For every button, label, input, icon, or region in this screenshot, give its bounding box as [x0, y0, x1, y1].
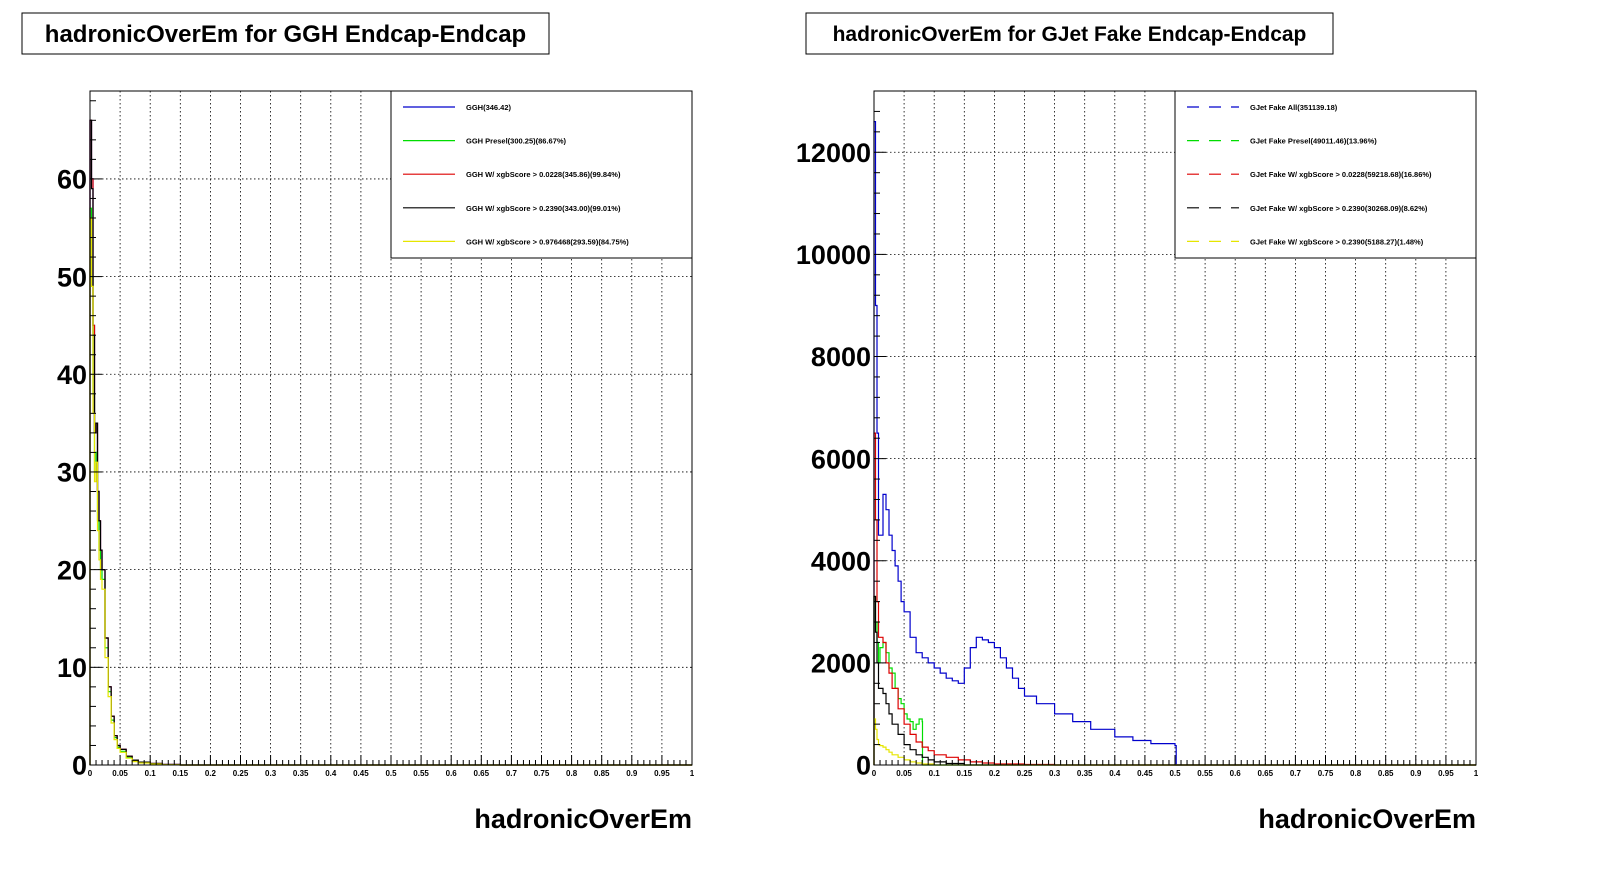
- x-tick-label: 0: [872, 769, 877, 778]
- legend-label-1: GJet Fake All(351139.18): [1250, 103, 1338, 112]
- series-line-1: [873, 121, 1476, 766]
- x-tick-label: 0.45: [353, 769, 369, 778]
- x-tick-label: 0.4: [1109, 769, 1121, 778]
- legend-label-4: GGH W/ xgbScore > 0.2390(343.00)(99.01%): [466, 204, 621, 213]
- legend-label-1: GGH(346.42): [466, 103, 512, 112]
- x-tick-label: 0.55: [413, 769, 429, 778]
- x-axis: 0 0.05 0.1 0.15 0.2 0.25 0.3 0.35 0.4 0.45 0.5 0.55…: [872, 755, 1479, 778]
- x-tick-label: 0.8: [566, 769, 578, 778]
- x-tick-label: 0.85: [594, 769, 610, 778]
- x-tick-label: 0.95: [1438, 769, 1454, 778]
- title-box: [805, 12, 1334, 55]
- x-tick-label: 0.7: [506, 769, 518, 778]
- y-tick-label: 30: [57, 458, 87, 488]
- x-tick-label: 0.85: [1378, 769, 1394, 778]
- x-tick-label: 0.45: [1137, 769, 1153, 778]
- y-tick-label: 60: [57, 165, 87, 195]
- legend-label-5: GJet Fake W/ xgbScore > 0.2390(5188.27)(…: [1250, 237, 1424, 246]
- x-axis-title: hadronicOverEm: [474, 804, 692, 834]
- x-tick-label: 0.4: [325, 769, 337, 778]
- x-axis: 0 0.05 0.1 0.15 0.2 0.25 0.3 0.35 0.4 0.45 0.5 0.55…: [88, 755, 695, 778]
- x-tick-label: 0.75: [534, 769, 550, 778]
- y-axis: 0 10 20 30 40 50 60: [57, 100, 102, 781]
- x-tick-label: 0.15: [173, 769, 189, 778]
- x-tick-label: 0.65: [1258, 769, 1274, 778]
- chart-panel-1: hadronicOverEm for GGH Endcap-Endcap 0 0.0…: [21, 12, 695, 834]
- x-tick-label: 0: [88, 769, 93, 778]
- x-tick-label: 0.9: [1410, 769, 1422, 778]
- legend: GJet Fake All(351139.18) GJet Fake Presel…: [1174, 90, 1477, 259]
- y-tick-label: 10: [57, 653, 87, 683]
- x-axis-title: hadronicOverEm: [1258, 804, 1476, 834]
- x-tick-label: 0.05: [896, 769, 912, 778]
- y-tick-label: 8000: [811, 342, 871, 372]
- x-tick-label: 0.1: [145, 769, 157, 778]
- chart-title: hadronicOverEm for GGH Endcap-Endcap: [45, 21, 526, 48]
- legend-label-4: GJet Fake W/ xgbScore > 0.2390(30268.09)…: [1250, 204, 1428, 213]
- legend-box: [1174, 90, 1477, 259]
- x-tick-label: 0.6: [1230, 769, 1242, 778]
- x-tick-label: 0.35: [1077, 769, 1093, 778]
- x-tick-label: 0.05: [112, 769, 128, 778]
- y-tick-label: 4000: [811, 546, 871, 576]
- legend-label-3: GJet Fake W/ xgbScore > 0.0228(59218.68)…: [1250, 170, 1432, 179]
- x-tick-label: 0.6: [446, 769, 458, 778]
- x-tick-label: 0.95: [654, 769, 670, 778]
- y-tick-label: 0: [856, 751, 871, 781]
- y-axis: 0 2000 4000 6000 8000 10000 12000: [796, 90, 886, 781]
- x-tick-label: 0.3: [1049, 769, 1061, 778]
- y-tick-label: 0: [72, 751, 87, 781]
- x-tick-label: 0.3: [265, 769, 277, 778]
- x-tick-label: 1: [690, 769, 695, 778]
- x-tick-label: 0.25: [233, 769, 249, 778]
- x-tick-label: 0.15: [957, 769, 973, 778]
- legend-label-5: GGH W/ xgbScore > 0.976468(293.59)(84.75…: [466, 237, 629, 246]
- y-tick-label: 2000: [811, 649, 871, 679]
- x-tick-label: 1: [1474, 769, 1479, 778]
- x-tick-label: 0.9: [626, 769, 638, 778]
- chart-title: hadronicOverEm for GJet Fake Endcap-Endc…: [833, 23, 1307, 46]
- x-tick-label: 0.2: [989, 769, 1001, 778]
- y-tick-label: 20: [57, 555, 87, 585]
- x-tick-label: 0.25: [1017, 769, 1033, 778]
- y-tick-label: 6000: [811, 444, 871, 474]
- y-tick-label: 12000: [796, 138, 871, 168]
- x-tick-label: 0.5: [385, 769, 397, 778]
- x-tick-label: 0.2: [205, 769, 217, 778]
- legend-label-3: GGH W/ xgbScore > 0.0228(345.86)(99.84%): [466, 170, 621, 179]
- legend-label-2: GJet Fake Presel(49011.46)(13.96%): [1250, 137, 1377, 146]
- x-tick-label: 0.8: [1350, 769, 1362, 778]
- chart-panel-2: hadronicOverEm for GJet Fake Endcap-Endc…: [796, 12, 1479, 834]
- legend: GGH(346.42) GGH Presel(300.25)(86.67%) GGH…: [390, 90, 693, 259]
- y-tick-label: 40: [57, 360, 87, 390]
- x-tick-label: 0.1: [929, 769, 941, 778]
- title-box: [21, 12, 550, 55]
- x-tick-label: 0.35: [293, 769, 309, 778]
- x-tick-label: 0.5: [1169, 769, 1181, 778]
- x-tick-label: 0.7: [1290, 769, 1302, 778]
- x-tick-label: 0.55: [1197, 769, 1213, 778]
- x-tick-label: 0.65: [474, 769, 490, 778]
- legend-label-2: GGH Presel(300.25)(86.67%): [466, 137, 567, 146]
- x-tick-label: 0.75: [1318, 769, 1334, 778]
- y-tick-label: 10000: [796, 240, 871, 270]
- y-tick-label: 50: [57, 262, 87, 292]
